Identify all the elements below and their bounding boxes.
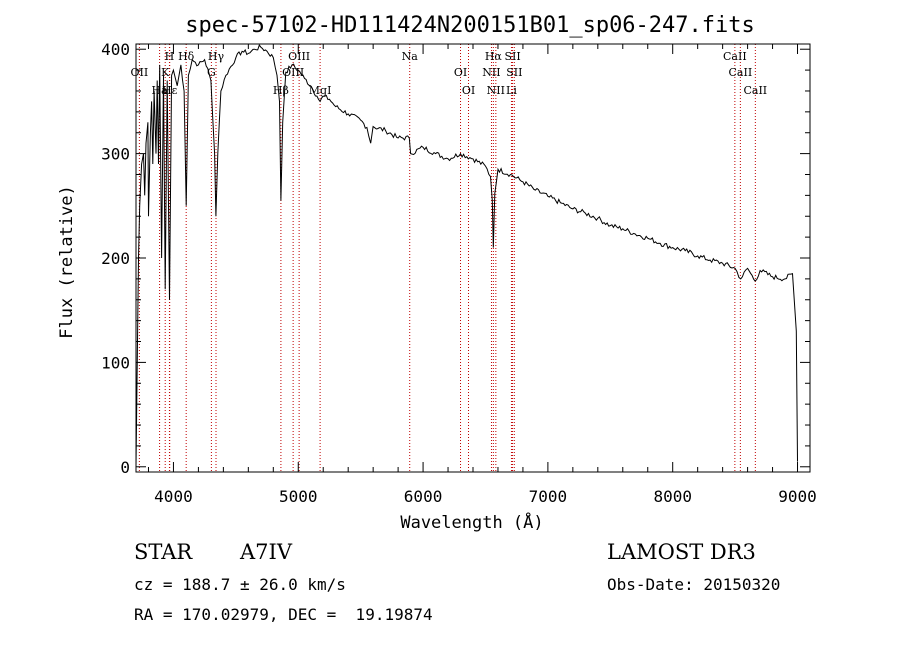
x-tick-label: 4000	[154, 487, 193, 506]
survey-name: LAMOST DR3	[607, 540, 756, 564]
line-marker-label: Hγ	[208, 50, 225, 63]
x-tick-label: 9000	[778, 487, 817, 506]
line-marker-label: CaII	[723, 50, 747, 63]
spectrum-line	[135, 44, 798, 467]
line-marker-label: Hβ	[273, 84, 289, 97]
line-marker-label: Hδ	[178, 50, 195, 63]
chart-title: spec-57102-HD111424N200151B01_sp06-247.f…	[185, 13, 755, 38]
line-marker-label: OIII	[288, 50, 310, 63]
y-axis-label: Flux (relative)	[57, 185, 77, 339]
line-marker-label: SII	[506, 66, 522, 79]
line-marker-label: Hε	[162, 84, 178, 97]
x-tick-label: 5000	[279, 487, 318, 506]
line-marker-label: CaII	[743, 84, 767, 97]
line-marker-label: Na	[402, 50, 419, 63]
x-tick-label: 7000	[529, 487, 568, 506]
y-tick-label: 0	[120, 458, 130, 477]
x-tick-label: 8000	[653, 487, 692, 506]
y-axis-ticks: 0 100 200 300 400	[101, 40, 810, 477]
line-marker-label: CaII	[729, 66, 753, 79]
redshift-cz: cz = 188.7 ± 26.0 km/s	[134, 575, 346, 594]
spectral-subclass: A7IV	[240, 540, 292, 564]
line-marker-labels: HδKHaHOIIHεHγGHβOIIIOIIIMgINaOIOIHαNIINI…	[131, 50, 768, 97]
x-axis-ticks: 4000 5000 6000 7000 8000 9000	[147, 44, 817, 506]
line-marker-label: H	[165, 50, 175, 63]
x-axis-label: Wavelength (Å)	[400, 511, 543, 533]
line-markers	[138, 44, 756, 472]
x-tick-label: 6000	[404, 487, 443, 506]
ra-dec: RA = 170.02979, DEC = 19.19874	[134, 605, 433, 624]
line-marker-label: Li	[506, 84, 517, 97]
y-tick-label: 200	[101, 249, 130, 268]
line-marker-label: NII	[487, 84, 505, 97]
y-tick-label: 100	[101, 353, 130, 372]
line-marker-label: NII	[482, 66, 500, 79]
line-marker-label: SII	[504, 50, 520, 63]
obs-date: Obs-Date: 20150320	[607, 575, 781, 594]
line-marker-label: K	[161, 66, 170, 79]
line-marker-label: Hα	[485, 50, 503, 63]
line-marker-label: OI	[462, 84, 475, 97]
y-tick-label: 300	[101, 145, 130, 164]
line-marker-label: OI	[454, 66, 467, 79]
line-marker-label: MgI	[309, 84, 332, 97]
plot-frame	[135, 43, 811, 473]
line-marker-label: G	[207, 66, 216, 79]
line-marker-label: OIII	[282, 66, 304, 79]
y-tick-label: 400	[101, 40, 130, 59]
line-marker-label: OII	[131, 66, 149, 79]
object-type: STAR	[134, 540, 193, 564]
